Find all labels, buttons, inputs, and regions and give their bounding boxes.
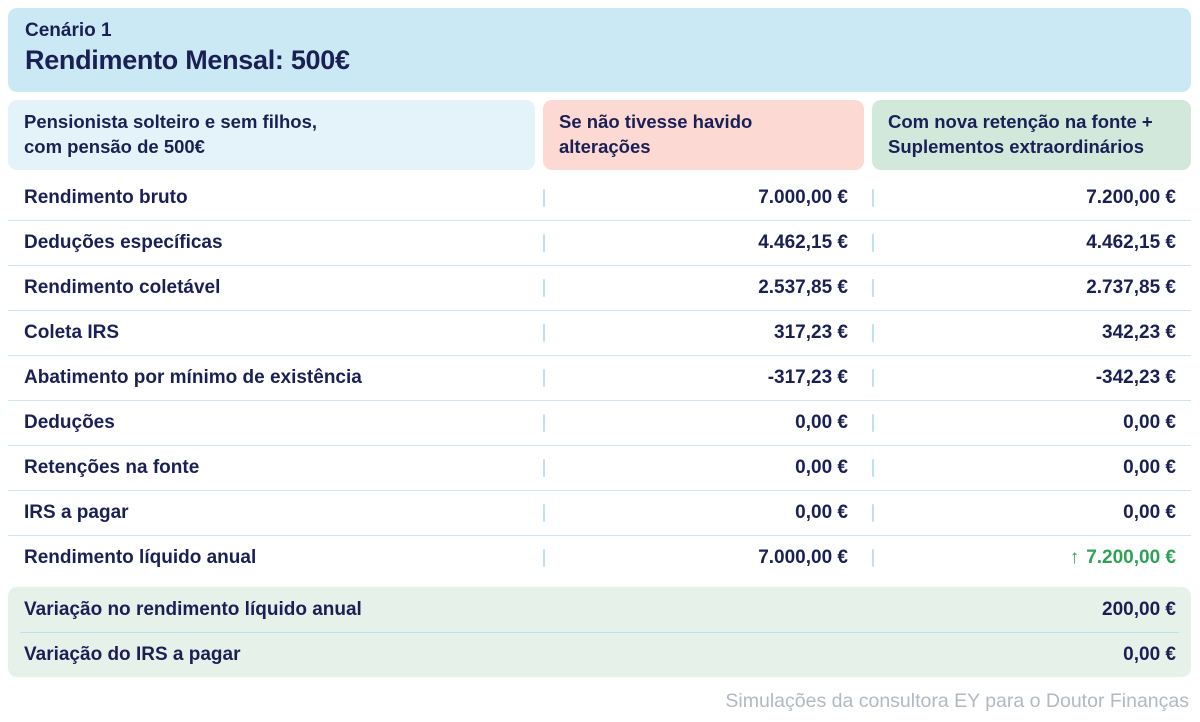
- cell-tick-icon: [543, 459, 545, 477]
- column-header-new-scenario: Com nova retenção na fonte + Suplementos…: [872, 100, 1191, 170]
- table-row: IRS a pagar 0,00 € 0,00 €: [8, 490, 1191, 535]
- table-row: Retenções na fonte 0,00 € 0,00 €: [8, 445, 1191, 490]
- new-scenario-cell: 7.200,00 €: [872, 175, 1191, 220]
- summary-row-label: Variação no rendimento líquido anual: [24, 598, 362, 620]
- new-scenario-value: 342,23 €: [1102, 322, 1176, 343]
- old-scenario-value: 317,23 €: [774, 322, 848, 343]
- cell-tick-icon: [543, 504, 545, 522]
- title-card: Cenário 1 Rendimento Mensal: 500€: [8, 8, 1191, 92]
- table-row: Deduções específicas 4.462,15 € 4.462,15…: [8, 220, 1191, 265]
- new-scenario-cell: 4.462,15 €: [872, 221, 1191, 265]
- row-label: Deduções específicas: [24, 232, 223, 253]
- profile-header-line1: Pensionista solteiro e sem filhos,: [24, 111, 318, 133]
- table-row: Rendimento bruto 7.000,00 € 7.200,00 €: [8, 175, 1191, 220]
- cell-tick-icon: [543, 188, 545, 207]
- new-scenario-value: 4.462,15 €: [1086, 232, 1176, 253]
- cell-tick-icon: [872, 234, 874, 252]
- row-label: IRS a pagar: [24, 502, 129, 523]
- old-scenario-cell: 0,00 €: [543, 401, 864, 445]
- attribution-text: Simulações da consultora EY para o Douto…: [725, 690, 1189, 712]
- row-label: Rendimento coletável: [24, 277, 221, 298]
- column-header-profile: Pensionista solteiro e sem filhos, com p…: [8, 100, 535, 170]
- table-row: Rendimento líquido anual 7.000,00 € ↑ 7.…: [8, 535, 1191, 580]
- row-label: Abatimento por mínimo de existência: [24, 367, 362, 388]
- old-scenario-value: 4.462,15 €: [758, 232, 848, 253]
- old-scenario-value: 7.000,00 €: [758, 186, 848, 208]
- new-scenario-cell: 2.737,85 €: [872, 266, 1191, 310]
- old-scenario-value: 2.537,85 €: [758, 277, 848, 298]
- old-scenario-cell: 4.462,15 €: [543, 221, 864, 265]
- table-row: Deduções 0,00 € 0,00 €: [8, 400, 1191, 445]
- row-label: Retenções na fonte: [24, 457, 200, 478]
- cell-tick-icon: [543, 279, 545, 297]
- column-headers: Pensionista solteiro e sem filhos, com p…: [8, 100, 1191, 170]
- row-label: Coleta IRS: [24, 322, 120, 343]
- cell-tick-icon: [543, 234, 545, 252]
- cell-tick-icon: [543, 414, 545, 432]
- new-scenario-cell: 0,00 €: [872, 446, 1191, 490]
- new-scenario-value: 0,00 €: [1123, 457, 1176, 478]
- cell-tick-icon: [872, 188, 874, 207]
- comparison-table: Rendimento bruto 7.000,00 € 7.200,00 € D…: [8, 175, 1191, 580]
- variation-summary: Variação no rendimento líquido anual 200…: [8, 587, 1191, 677]
- row-label: Rendimento bruto: [24, 186, 188, 208]
- old-header-line1: Se não tivesse havido: [559, 111, 753, 133]
- old-scenario-cell: 7.000,00 €: [543, 175, 864, 220]
- cell-tick-icon: [872, 279, 874, 297]
- profile-header-line2: com pensão de 500€: [24, 136, 205, 157]
- row-label: Rendimento líquido anual: [24, 547, 257, 568]
- cell-tick-icon: [543, 549, 545, 567]
- new-header-line1: Com nova retenção na fonte +: [888, 111, 1153, 133]
- old-scenario-value: 7.000,00 €: [758, 547, 848, 568]
- table-row: Rendimento coletável 2.537,85 € 2.737,85…: [8, 265, 1191, 310]
- new-scenario-cell: ↑ 7.200,00 €: [872, 536, 1191, 580]
- old-scenario-value: 0,00 €: [795, 457, 848, 478]
- old-scenario-cell: 7.000,00 €: [543, 536, 864, 580]
- new-scenario-value: -342,23 €: [1095, 367, 1176, 388]
- new-scenario-value: 0,00 €: [1123, 502, 1176, 523]
- attribution: Simulações da consultora EY para o Douto…: [8, 690, 1191, 713]
- summary-row: Variação do IRS a pagar 0,00 €: [8, 632, 1191, 677]
- old-scenario-value: -317,23 €: [767, 367, 848, 388]
- new-scenario-value: 7.200,00 €: [1086, 547, 1176, 568]
- summary-row-value: 200,00 €: [1102, 598, 1176, 620]
- table-row: Coleta IRS 317,23 € 342,23 €: [8, 310, 1191, 355]
- old-scenario-cell: 2.537,85 €: [543, 266, 864, 310]
- up-arrow-icon: ↑: [1069, 547, 1080, 568]
- new-scenario-cell: 0,00 €: [872, 401, 1191, 445]
- new-header-line2: Suplementos extraordinários: [888, 136, 1144, 157]
- cell-tick-icon: [543, 369, 545, 387]
- cell-tick-icon: [872, 369, 874, 387]
- cell-tick-icon: [872, 324, 874, 342]
- old-header-line2: alterações: [559, 136, 651, 157]
- old-scenario-cell: -317,23 €: [543, 356, 864, 400]
- summary-row: Variação no rendimento líquido anual 200…: [8, 587, 1191, 632]
- new-scenario-cell: -342,23 €: [872, 356, 1191, 400]
- new-scenario-cell: 342,23 €: [872, 311, 1191, 355]
- table-row: Abatimento por mínimo de existência -317…: [8, 355, 1191, 400]
- summary-row-label: Variação do IRS a pagar: [24, 643, 241, 665]
- old-scenario-cell: 0,00 €: [543, 491, 864, 535]
- column-header-old-scenario: Se não tivesse havido alterações: [543, 100, 864, 170]
- old-scenario-cell: 317,23 €: [543, 311, 864, 355]
- cell-tick-icon: [872, 504, 874, 522]
- old-scenario-value: 0,00 €: [795, 502, 848, 523]
- new-scenario-value: 7.200,00 €: [1086, 186, 1176, 208]
- new-scenario-cell: 0,00 €: [872, 491, 1191, 535]
- cell-tick-icon: [872, 549, 874, 567]
- new-scenario-value: 2.737,85 €: [1086, 277, 1176, 298]
- page-title: Rendimento Mensal: 500€: [25, 45, 350, 75]
- cell-tick-icon: [872, 414, 874, 432]
- old-scenario-value: 0,00 €: [795, 412, 848, 433]
- row-label: Deduções: [24, 412, 115, 433]
- old-scenario-cell: 0,00 €: [543, 446, 864, 490]
- cell-tick-icon: [543, 324, 545, 342]
- cell-tick-icon: [872, 459, 874, 477]
- scenario-label: Cenário 1: [25, 20, 112, 41]
- new-scenario-value: 0,00 €: [1123, 412, 1176, 433]
- summary-row-value: 0,00 €: [1123, 643, 1176, 665]
